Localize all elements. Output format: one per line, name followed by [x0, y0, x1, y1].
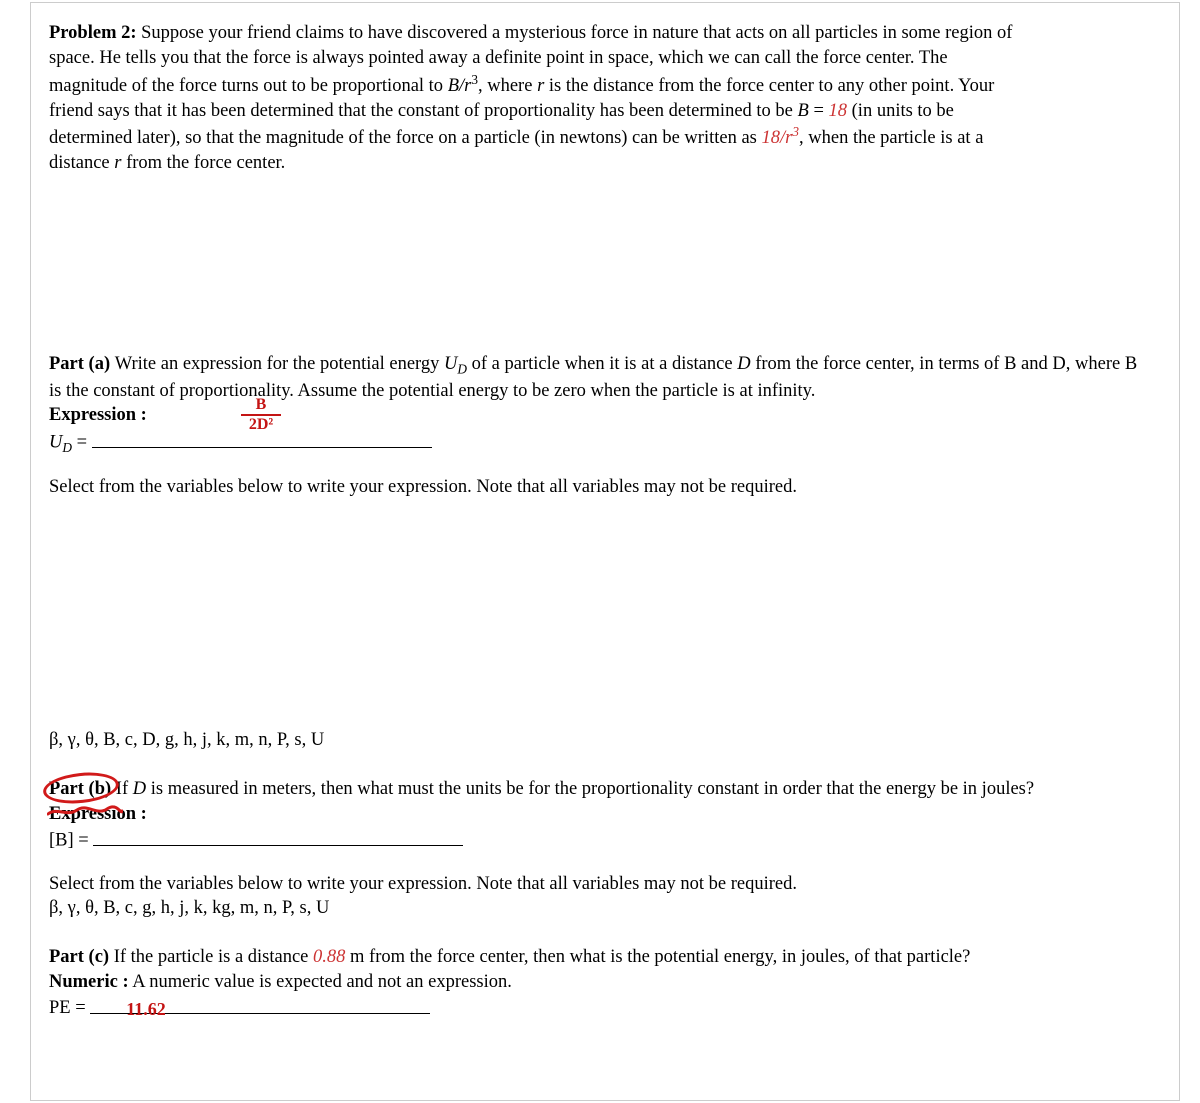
pa-t3: from the force center, in terms of B and… [751, 354, 1138, 374]
variables-list-b: β, γ, θ, B, c, g, h, j, k, kg, m, n, P, … [49, 898, 329, 918]
pa-ud-row: UD = [49, 428, 1169, 457]
pc-answer-blank[interactable]: 11.62 [90, 995, 430, 1014]
p-line5c: , when the particle is at a [799, 128, 983, 148]
pb-expr-label: Expression : [49, 804, 147, 824]
pb-t2: is measured in meters, then what must th… [146, 779, 1034, 799]
hand-numerator: B [241, 397, 281, 413]
pc-num-text: A numeric value is expected and not an e… [129, 972, 512, 992]
pb-dvar: D [133, 779, 146, 799]
p-sup3: 3 [471, 72, 478, 87]
pa-ud-d: D [62, 440, 72, 455]
handwritten-pe-value: 11.62 [90, 999, 166, 1019]
pa-answer-blank[interactable] [92, 428, 432, 447]
p-line1: Suppose your friend claims to have disco… [137, 23, 1013, 43]
p-line3c: , where [478, 76, 537, 96]
pa-dsub: D [457, 362, 467, 377]
pb-select-text: Select from the variables below to write… [49, 874, 797, 894]
p-line4e: (in units to be [847, 101, 954, 121]
pc-val: 0.88 [313, 947, 345, 967]
p-line6c: from the force center. [121, 153, 285, 173]
p-line4a: friend says that it has been determined … [49, 101, 798, 121]
pa-ud-eq: = [72, 433, 92, 453]
pa-expr-label: Expression : [49, 405, 147, 425]
pc-num-label: Numeric : [49, 972, 129, 992]
p-line5b: 18/r [762, 128, 793, 148]
pb-answer-blank[interactable] [93, 826, 463, 845]
variables-list-a: β, γ, θ, B, c, D, g, h, j, k, m, n, P, s… [49, 730, 1169, 751]
problem-heading: Problem 2: [49, 23, 137, 43]
part-b-label: Part (b) [49, 779, 116, 799]
p-line4b: B [798, 101, 809, 121]
pc-t1: If the particle is a distance [114, 947, 313, 967]
pa-t4: is the constant of proportionality. Assu… [49, 381, 815, 401]
problem-statement: Problem 2: Suppose your friend claims to… [49, 21, 1149, 176]
part-a: Part (a) Write an expression for the pot… [49, 352, 1169, 500]
spacer-2 [49, 500, 1169, 730]
pa-dvar: D [737, 354, 750, 374]
p-line6: distance [49, 153, 114, 173]
pc-t2: m from the force center, then what is th… [345, 947, 970, 967]
worksheet-page: Problem 2: Suppose your friend claims to… [30, 2, 1180, 1101]
p-line3e: is the distance from the force center to… [544, 76, 994, 96]
pa-select-text: Select from the variables below to write… [49, 477, 797, 497]
pb-b-label: [B] = [49, 831, 93, 851]
p-line3b: B/r [448, 76, 472, 96]
p-line5a: determined later), so that the magnitude… [49, 128, 762, 148]
p-line4d: 18 [829, 101, 848, 121]
part-b: Part (b) If D is measured in meters, the… [49, 777, 1169, 921]
part-c-label: Part (c) [49, 947, 114, 967]
p-line4c: = [809, 101, 829, 121]
pa-t2: of a particle when it is at a distance [467, 354, 737, 374]
pa-u: U [444, 354, 457, 374]
spacer [49, 176, 1169, 346]
part-c: Part (c) If the particle is a distance 0… [49, 945, 1169, 1020]
part-a-label: Part (a) [49, 354, 115, 374]
pa-ud-u: U [49, 433, 62, 453]
p-sup5: 3 [792, 124, 799, 139]
p-line3a: magnitude of the force turns out to be p… [49, 76, 448, 96]
pa-expression-row: Expression : B 2D² [49, 403, 1169, 428]
pb-t1: If [116, 779, 133, 799]
p-line2: space. He tells you that the force is al… [49, 48, 948, 68]
pc-pe-label: PE = [49, 998, 90, 1018]
pa-t1: Write an expression for the potential en… [115, 354, 444, 374]
